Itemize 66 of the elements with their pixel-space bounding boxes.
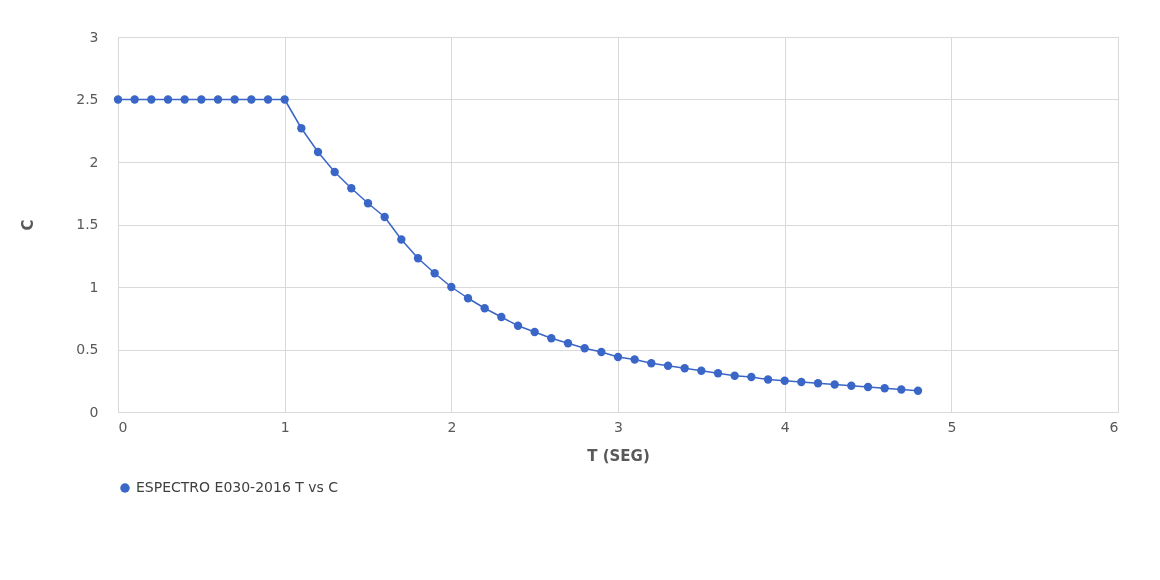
point bbox=[813, 379, 823, 388]
y-tick-label: 0.5 bbox=[76, 341, 99, 357]
point bbox=[563, 339, 573, 348]
point bbox=[597, 347, 606, 357]
point bbox=[430, 269, 439, 278]
y-tick-label: 0 bbox=[89, 403, 99, 420]
point bbox=[347, 184, 356, 193]
point bbox=[363, 199, 373, 208]
point bbox=[780, 376, 789, 385]
point bbox=[680, 364, 689, 373]
point bbox=[263, 95, 273, 104]
x-tick-label: 4 bbox=[780, 418, 790, 435]
point bbox=[480, 304, 489, 313]
point bbox=[413, 254, 423, 263]
point bbox=[863, 382, 873, 392]
y-tick-label: 1 bbox=[89, 278, 99, 295]
y-tick-label: 1.5 bbox=[76, 216, 99, 232]
point bbox=[230, 95, 239, 104]
point bbox=[647, 359, 656, 368]
point bbox=[897, 385, 906, 394]
point bbox=[747, 372, 756, 382]
point bbox=[180, 95, 189, 104]
point bbox=[197, 95, 206, 104]
x-tick-label: 1 bbox=[280, 418, 290, 435]
point bbox=[713, 369, 723, 378]
point bbox=[130, 95, 139, 104]
y-tick-label: 2 bbox=[89, 153, 99, 170]
point bbox=[830, 380, 839, 389]
point bbox=[297, 124, 306, 133]
point bbox=[113, 95, 123, 104]
x-tick-label: 2 bbox=[447, 418, 457, 435]
point bbox=[547, 334, 556, 343]
point bbox=[163, 95, 173, 104]
point bbox=[697, 366, 706, 375]
x-tick-label: 3 bbox=[614, 418, 623, 435]
point bbox=[330, 167, 339, 177]
point bbox=[880, 384, 889, 393]
point bbox=[447, 282, 456, 292]
y-tick-label: 2.5 bbox=[76, 91, 99, 107]
point bbox=[280, 95, 289, 104]
point bbox=[380, 212, 389, 222]
point bbox=[513, 321, 523, 330]
point bbox=[530, 327, 539, 337]
point bbox=[247, 95, 256, 104]
y-tick-label: 3 bbox=[89, 28, 99, 45]
x-tick-label: 6 bbox=[1109, 418, 1119, 435]
point bbox=[497, 312, 506, 322]
legend-label: ESPECTRO E030-2016 T vs C bbox=[136, 479, 339, 495]
y-axis-title: C bbox=[19, 219, 38, 231]
point bbox=[913, 386, 923, 395]
point bbox=[613, 352, 623, 362]
point bbox=[463, 294, 473, 303]
point bbox=[397, 235, 406, 244]
point bbox=[580, 344, 589, 353]
x-tick-label: 0 bbox=[118, 418, 128, 435]
point bbox=[313, 147, 323, 157]
point bbox=[630, 355, 639, 364]
point bbox=[797, 377, 806, 387]
point bbox=[763, 375, 773, 384]
x-tick-label: 5 bbox=[947, 418, 957, 435]
point bbox=[213, 95, 223, 104]
point bbox=[730, 371, 739, 380]
point bbox=[663, 361, 673, 370]
x-axis-title: T (SEG) bbox=[587, 446, 650, 465]
point bbox=[847, 381, 856, 390]
point bbox=[147, 95, 156, 104]
